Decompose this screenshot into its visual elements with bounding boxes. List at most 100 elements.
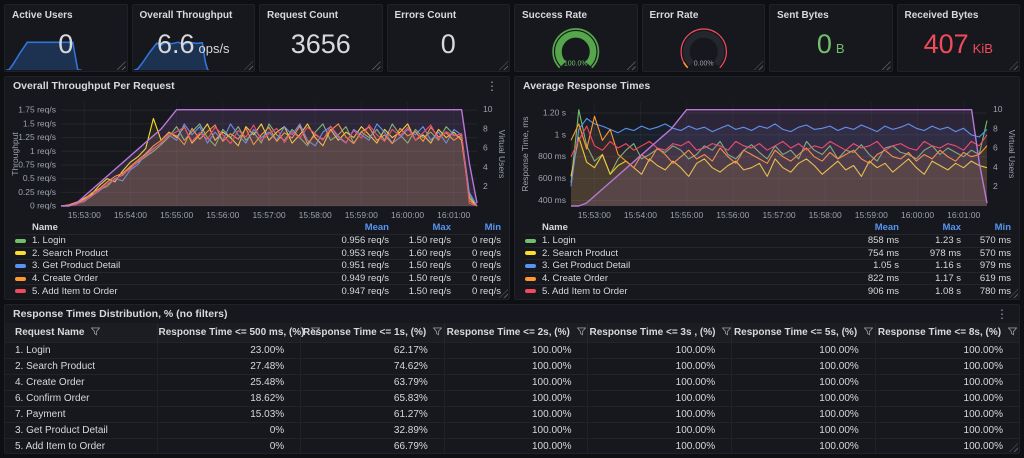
series-color-swatch [525, 251, 536, 256]
series-name[interactable]: 1. Login [542, 235, 576, 247]
legend-col-max[interactable]: Max [942, 222, 961, 233]
svg-text:Virtual Users: Virtual Users [497, 130, 505, 179]
table-cell: 100.00% [443, 357, 588, 374]
filter-icon[interactable] [432, 327, 442, 336]
panel-menu-icon[interactable]: ⋮ [486, 79, 498, 93]
svg-text:16:01:00: 16:01:00 [947, 210, 980, 220]
legend-row[interactable]: 1. Login 858 ms 1.23 s 570 ms [525, 234, 1011, 247]
chart-area: 0 req/s 0.25 req/s 0.5 req/s 0.75 req/s 1 re… [5, 95, 509, 221]
svg-text:15:53:00: 15:53:00 [68, 210, 101, 220]
stat-unit: B [835, 40, 845, 56]
series-name[interactable]: 4. Create Order [32, 273, 98, 285]
legend-row[interactable]: 2. Search Product 754 ms 978 ms 570 ms [525, 246, 1011, 260]
series-mean: 754 ms [867, 247, 899, 259]
panel-resize-handle[interactable] [881, 61, 891, 70]
table-cell: 32.89% [300, 421, 445, 438]
stat-title: Errors Count [394, 10, 457, 21]
table-cell: 23.00% [156, 341, 301, 358]
series-min: 0 req/s [471, 273, 501, 285]
legend-col-mean[interactable]: Mean [874, 222, 899, 233]
table-cell: 27.48% [156, 357, 301, 374]
series-name[interactable]: 5. Add Item to Order [32, 285, 118, 297]
svg-text:0.5 req/s: 0.5 req/s [23, 173, 56, 183]
panel-resize-handle[interactable] [499, 289, 508, 298]
series-name[interactable]: 2. Search Product [32, 247, 109, 259]
gauge: 0.00% [679, 28, 727, 69]
panel-resize-handle[interactable] [626, 61, 636, 70]
gauge-value: 0.00% [693, 61, 713, 68]
series-name[interactable]: 1. Login [32, 235, 66, 247]
table-row: 7. Payment 15.03% 61.27% 100.00% 100.00% 100.… [5, 405, 1019, 422]
legend-row[interactable]: 1. Login 0.956 req/s 1.50 req/s 0 req/s [15, 234, 501, 247]
table-row: 6. Confirm Order 18.62% 65.83% 100.00% 100.0… [5, 389, 1019, 406]
panel-resize-handle[interactable] [244, 61, 253, 70]
legend-row[interactable]: 3. Get Product Detail 1.05 s 1.16 s 979 … [525, 259, 1011, 272]
table-cell: 100.00% [587, 405, 732, 422]
series-min: 619 ms [979, 273, 1011, 285]
legend-row[interactable]: 5. Add Item to Order 0.947 req/s 1.50 re… [15, 284, 501, 297]
panel-resize-handle[interactable] [371, 61, 381, 70]
column-label: Response Time <= 1s, (%) [302, 326, 427, 338]
stat-panel-errors-count: Errors Count 0 [386, 4, 510, 72]
legend-row[interactable]: 4. Create Order 0.949 req/s 1.50 req/s 0… [15, 271, 501, 285]
table-header-col-3[interactable]: Response Time <= 2s, (%) [443, 323, 588, 342]
filter-icon[interactable] [722, 327, 732, 336]
series-name[interactable]: 2. Search Product [542, 247, 619, 259]
stat-body: 0.00% [643, 17, 765, 71]
table-header-col-6[interactable]: Response Time <= 8s, (%) [874, 323, 1019, 342]
table-cell: 15.03% [156, 405, 301, 422]
svg-text:16:00:00: 16:00:00 [391, 210, 424, 220]
filter-icon[interactable] [576, 327, 586, 336]
legend-row[interactable]: 2. Search Product 0.953 req/s 1.60 req/s… [15, 246, 501, 260]
table-header-col-4[interactable]: Response Time <= 3s , (%) [587, 323, 732, 342]
svg-text:15:57:00: 15:57:00 [252, 210, 285, 220]
table-header-col-1[interactable]: Response Time <= 500 ms, (%) [156, 323, 321, 342]
filter-icon[interactable] [863, 327, 873, 336]
series-name[interactable]: 3. Get Product Detail [32, 260, 121, 272]
stat-number: 0 [440, 28, 456, 59]
table-header-col-2[interactable]: Response Time <= 1s, (%) [300, 323, 445, 342]
stat-panel-active-users: Active Users 0 [4, 4, 128, 72]
panel-resize-handle[interactable] [754, 61, 763, 70]
panel-resize-handle[interactable] [1009, 61, 1018, 70]
panel-average-response-times: Average Response Times 400 ms 600 ms 800 m… [514, 76, 1020, 300]
legend-col-mean[interactable]: Mean [364, 222, 389, 233]
legend-row[interactable]: 3. Get Product Detail 0.951 req/s 1.50 r… [15, 259, 501, 272]
table-header-request-name[interactable]: Request Name [5, 323, 157, 342]
panel-resize-handle[interactable] [1009, 289, 1018, 298]
stat-title: Overall Throughput [139, 10, 233, 21]
stat-number: 0 [816, 28, 832, 59]
panel-resize-handle[interactable] [499, 61, 508, 70]
table-cell: 100.00% [587, 341, 732, 358]
table-cell: 62.17% [300, 341, 445, 358]
filter-icon[interactable] [91, 327, 101, 336]
legend-col-min[interactable]: Min [484, 222, 501, 233]
legend-row[interactable]: 4. Create Order 822 ms 1.17 s 619 ms [525, 271, 1011, 285]
panel-menu-icon[interactable]: ⋮ [996, 307, 1008, 321]
series-mean: 0.956 req/s [341, 235, 389, 247]
stat-panel-success-rate: Success Rate 100.0% [514, 4, 638, 72]
time-series-plot[interactable]: 400 ms 600 ms 800 ms 1 s 1.20 s 2 4 6 8 10 15:53:0… [519, 95, 1015, 221]
legend-row[interactable]: 5. Add Item to Order 906 ms 1.08 s 780 m… [525, 284, 1011, 297]
svg-text:Response Time, ms: Response Time, ms [520, 116, 530, 191]
series-min: 570 ms [979, 235, 1011, 247]
panel-resize-handle[interactable] [116, 61, 126, 70]
table-header-col-5[interactable]: Response Time <= 5s, (%) [731, 323, 876, 342]
time-series-plot[interactable]: 0 req/s 0.25 req/s 0.5 req/s 0.75 req/s 1 re… [9, 95, 505, 221]
filter-icon[interactable] [1007, 327, 1017, 336]
stat-title: Error Rate [649, 10, 699, 21]
stat-body: 0 [388, 17, 510, 71]
legend-col-name[interactable]: Name [32, 222, 58, 233]
legend-col-min[interactable]: Min [994, 222, 1011, 233]
legend-col-max[interactable]: Max [432, 222, 451, 233]
series-name[interactable]: 4. Create Order [542, 273, 608, 285]
series-name[interactable]: 3. Get Product Detail [542, 260, 631, 272]
legend-col-name[interactable]: Name [542, 222, 568, 233]
panel-resize-handle[interactable] [1009, 443, 1018, 452]
table-cell: 63.79% [300, 373, 445, 390]
series-name[interactable]: 5. Add Item to Order [542, 285, 628, 297]
svg-text:1.25 req/s: 1.25 req/s [18, 132, 56, 142]
series-max: 1.60 req/s [408, 247, 451, 259]
